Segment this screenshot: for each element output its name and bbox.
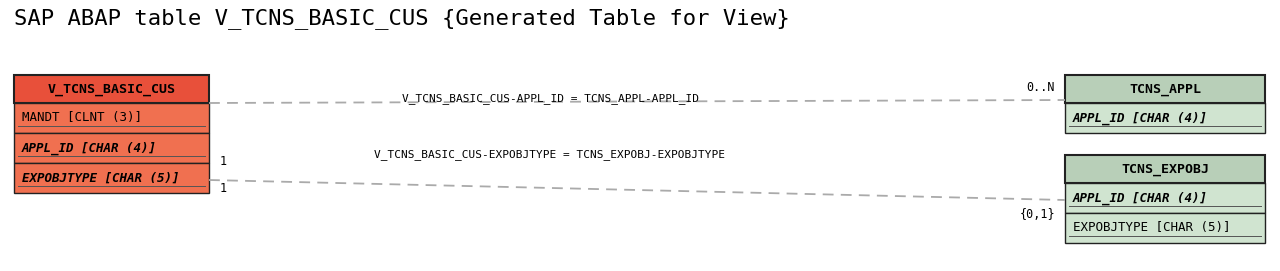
Text: TCNS_EXPOBJ: TCNS_EXPOBJ — [1121, 163, 1210, 176]
Text: MANDT [CLNT (3)]: MANDT [CLNT (3)] — [22, 111, 142, 124]
Bar — [1065, 213, 1265, 243]
Text: V_TCNS_BASIC_CUS: V_TCNS_BASIC_CUS — [47, 82, 175, 95]
Text: APPL_ID [CHAR (4)]: APPL_ID [CHAR (4)] — [1073, 111, 1208, 125]
Bar — [14, 75, 209, 103]
Text: {0,1}: {0,1} — [1019, 208, 1055, 221]
Text: V_TCNS_BASIC_CUS-EXPOBJTYPE = TCNS_EXPOBJ-EXPOBJTYPE: V_TCNS_BASIC_CUS-EXPOBJTYPE = TCNS_EXPOB… — [375, 149, 726, 160]
Text: TCNS_APPL: TCNS_APPL — [1129, 82, 1201, 95]
Bar — [14, 133, 209, 163]
Text: APPL_ID [CHAR (4)]: APPL_ID [CHAR (4)] — [1073, 191, 1208, 205]
Bar — [1065, 75, 1265, 103]
Bar — [14, 163, 209, 193]
Text: SAP ABAP table V_TCNS_BASIC_CUS {Generated Table for View}: SAP ABAP table V_TCNS_BASIC_CUS {Generat… — [14, 8, 790, 29]
Bar — [1065, 183, 1265, 213]
Text: APPL_ID [CHAR (4)]: APPL_ID [CHAR (4)] — [22, 141, 157, 155]
Text: 0..N: 0..N — [1027, 81, 1055, 94]
Text: 1: 1 — [220, 155, 227, 168]
Bar — [1065, 155, 1265, 183]
Text: EXPOBJTYPE [CHAR (5)]: EXPOBJTYPE [CHAR (5)] — [22, 172, 179, 185]
Bar — [1065, 103, 1265, 133]
Text: 1: 1 — [220, 182, 227, 195]
Bar — [14, 103, 209, 133]
Text: EXPOBJTYPE [CHAR (5)]: EXPOBJTYPE [CHAR (5)] — [1073, 221, 1230, 234]
Text: V_TCNS_BASIC_CUS-APPL_ID = TCNS_APPL-APPL_ID: V_TCNS_BASIC_CUS-APPL_ID = TCNS_APPL-APP… — [402, 93, 699, 104]
